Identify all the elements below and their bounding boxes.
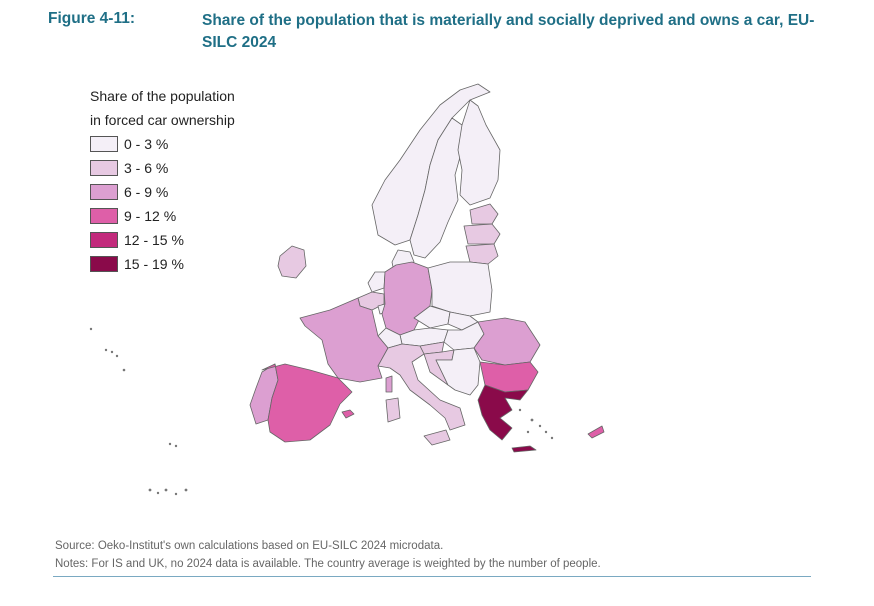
map-region-balearics (341, 409, 355, 419)
legend-label: 15 - 19 % (124, 256, 184, 272)
map-region-cyprus (587, 425, 605, 439)
map-region-sicily (423, 429, 451, 446)
legend-title-line1: Share of the population (90, 88, 235, 104)
source-note: Source: Oeko-Institut's own calculations… (55, 540, 444, 552)
map-region-france (299, 297, 389, 383)
map-region-finland (457, 99, 501, 206)
legend-label: 12 - 15 % (124, 232, 184, 248)
map-legend: Share of the population in forced car ow… (90, 84, 235, 276)
legend-item: 3 - 6 % (90, 156, 235, 180)
map-region-corsica (385, 375, 393, 393)
legend-label: 9 - 12 % (124, 208, 177, 224)
map-region-crete (511, 445, 537, 453)
map-region-spain (261, 363, 353, 443)
map-region-romania (473, 317, 541, 366)
map-region-estonia (469, 203, 499, 225)
legend-item: 12 - 15 % (90, 228, 235, 252)
legend-item: 6 - 9 % (90, 180, 235, 204)
legend-swatch (90, 208, 118, 224)
figure-title: Share of the population that is material… (202, 12, 815, 51)
map-region-italy (377, 343, 466, 431)
map-small-islands (89, 327, 554, 496)
map-region-poland (427, 261, 493, 317)
legend-label: 6 - 9 % (124, 184, 169, 200)
legend-item: 9 - 12 % (90, 204, 235, 228)
map-region-lithuania (465, 243, 499, 265)
legend-title-line2: in forced car ownership (90, 112, 235, 128)
data-notes: Notes: For IS and UK, no 2024 data is av… (55, 558, 601, 570)
map-region-sardinia (385, 397, 401, 423)
legend-swatch (90, 256, 118, 272)
map-region-greece (477, 384, 529, 441)
legend-item: 15 - 19 % (90, 252, 235, 276)
legend-swatch (90, 184, 118, 200)
figure-label: Figure 4-11: (48, 10, 135, 27)
map-region-serbia (435, 347, 481, 396)
map-region-netherlands (367, 271, 386, 293)
europe-map (89, 83, 605, 496)
legend-swatch (90, 232, 118, 248)
legend-label: 0 - 3 % (124, 136, 169, 152)
map-region-latvia (463, 223, 501, 245)
legend-swatch (90, 136, 118, 152)
legend-label: 3 - 6 % (124, 160, 169, 176)
map-region-ireland (277, 245, 307, 279)
legend-item: 0 - 3 % (90, 132, 235, 156)
bottom-rule (53, 576, 811, 577)
legend-swatch (90, 160, 118, 176)
